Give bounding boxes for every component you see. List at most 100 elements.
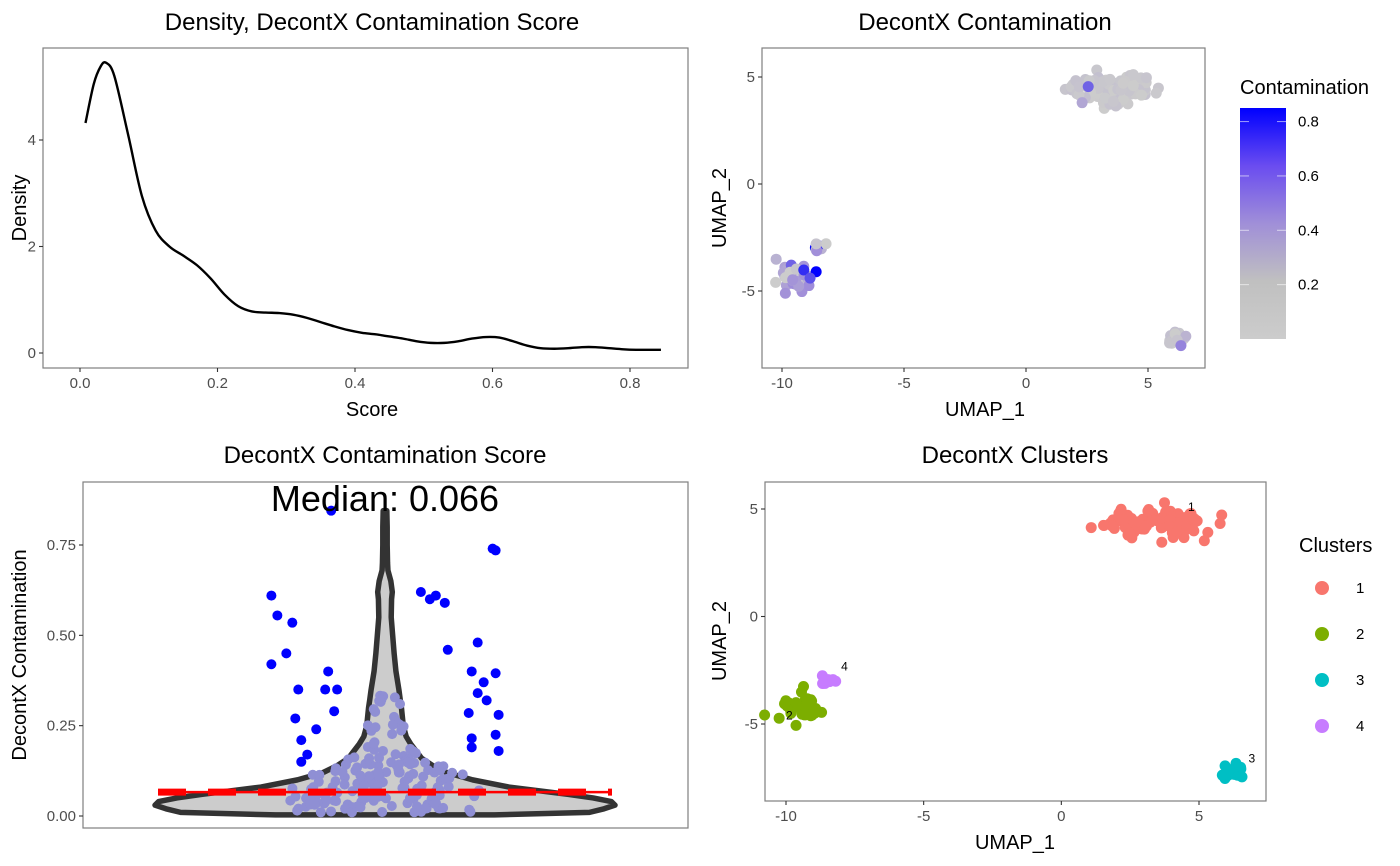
violin-inlier-point — [315, 807, 326, 818]
cluster-2-point — [780, 695, 792, 707]
violin-inlier-point — [375, 696, 386, 707]
cluster-1-point — [1191, 515, 1203, 527]
violin-outlier-point — [281, 648, 292, 659]
cluster-1-point — [1085, 522, 1097, 534]
umap-contamination-x-tick-label: 5 — [1144, 375, 1152, 392]
umap-clusters-y-tick-label: 5 — [750, 501, 758, 518]
violin-outlier-point — [439, 597, 450, 608]
cluster-1-point — [1106, 520, 1118, 532]
colorbar-tick-label: 0.8 — [1298, 114, 1319, 131]
cluster-2-point — [773, 712, 785, 724]
contamination-point — [1140, 72, 1152, 84]
density-x-tick-label: 0.2 — [207, 375, 228, 392]
violin-inlier-point — [387, 729, 398, 740]
violin-inlier-point — [330, 766, 341, 777]
cluster-1-point — [1124, 527, 1136, 539]
cluster-2-point — [799, 709, 811, 721]
violin-outlier-point — [266, 590, 277, 601]
violin-outlier-point — [493, 709, 504, 720]
umap-contamination-panel: DecontX Contamination -10 -5 0 5 -5 0 5 UMAP_1… — [709, 9, 1369, 421]
violin-inlier-point — [355, 770, 366, 781]
violin-outlier-point — [490, 729, 501, 740]
violin-outlier-point — [272, 610, 283, 621]
contamination-point — [1117, 93, 1129, 105]
violin-outlier-point — [329, 706, 340, 717]
violin-inlier-point — [330, 776, 341, 787]
violin-outlier-point — [415, 586, 426, 597]
cluster-1-point — [1158, 497, 1170, 509]
cluster-2-point — [790, 719, 802, 731]
contamination-point — [1107, 95, 1119, 107]
umap-clusters-plot-area — [764, 481, 1267, 802]
violin-inlier-point — [420, 803, 431, 814]
legend-key-cluster-3 — [1315, 673, 1329, 687]
violin-outlier-point — [463, 708, 474, 719]
contamination-point — [1180, 330, 1192, 342]
density-x-tick-label: 0.0 — [70, 375, 91, 392]
cluster-1-point — [1198, 535, 1210, 547]
violin-outlier-point — [466, 733, 477, 744]
contamination-point — [1127, 80, 1139, 92]
cluster-1-point — [1171, 526, 1183, 538]
legend-label-cluster-1: 1 — [1356, 580, 1364, 597]
contamination-point — [1150, 87, 1162, 99]
violin-outlier-point — [481, 695, 492, 706]
violin-title: DecontX Contamination Score — [224, 442, 547, 469]
violin-inlier-point — [457, 769, 468, 780]
umap-contamination-x-tick-label: -5 — [897, 375, 910, 392]
umap-clusters-y-tick-label: -5 — [745, 716, 758, 733]
violin-inlier-point — [433, 761, 444, 772]
density-plot-area — [42, 47, 689, 369]
cluster-1-point — [1098, 519, 1110, 531]
violin-inlier-point — [370, 706, 381, 717]
violin-inlier-point — [355, 802, 366, 813]
contamination-point — [1082, 81, 1094, 93]
violin-y-axis-title: DecontX Contamination — [9, 549, 31, 760]
cluster-4-point — [827, 674, 839, 686]
umap-contamination-y-axis-title: UMAP_2 — [709, 168, 731, 248]
cluster-label: 1 — [1188, 500, 1195, 514]
violin-inlier-point — [405, 759, 416, 770]
umap-contamination-x-tick-label: 0 — [1022, 375, 1030, 392]
violin-outlier-point — [287, 617, 298, 628]
cluster-2-point — [798, 681, 810, 693]
violin-inlier-point — [377, 745, 388, 756]
clusters-legend-title: Clusters — [1299, 535, 1372, 557]
legend-key-cluster-4 — [1315, 719, 1329, 733]
cluster-2-point — [785, 707, 797, 719]
violin-inlier-point — [377, 807, 388, 818]
median-annotation: Median: 0.066 — [271, 478, 499, 519]
colorbar-tick-label: 0.6 — [1298, 168, 1319, 185]
umap-contamination-title: DecontX Contamination — [858, 9, 1111, 36]
contamination-colorbar-legend: Contamination 0.2 0.4 0.6 0.8 — [1240, 77, 1369, 339]
cluster-2-point — [790, 697, 802, 709]
umap-clusters-y-tick-label: 0 — [750, 609, 758, 626]
density-x-axis-title: Score — [346, 399, 398, 421]
cluster-1-point — [1216, 509, 1228, 521]
cluster-1-point — [1214, 518, 1226, 529]
violin-outlier-point — [493, 745, 504, 756]
violin-inlier-point — [373, 769, 384, 780]
violin-outlier-point — [311, 724, 322, 735]
violin-outlier-point — [472, 637, 483, 648]
density-curve — [84, 61, 661, 352]
violin-inlier-point — [343, 754, 354, 765]
violin-inlier-point — [293, 803, 304, 814]
violin-y-tick-label: 0.00 — [47, 808, 76, 825]
contamination-point — [1175, 340, 1187, 352]
colorbar-title: Contamination — [1240, 77, 1369, 99]
violin-outlier-point — [466, 666, 477, 677]
violin-plot-area — [82, 481, 689, 829]
violin-outlier-point — [472, 688, 483, 699]
violin-inlier-point — [410, 748, 421, 759]
density-x-tick-label: 0.6 — [482, 375, 503, 392]
violin-inlier-point — [331, 796, 342, 807]
contamination-point — [779, 287, 791, 299]
violin-inlier-point — [390, 749, 401, 760]
umap-clusters-x-tick-label: 5 — [1195, 808, 1203, 825]
violin-inlier-point — [368, 795, 379, 806]
contamination-point — [770, 276, 782, 288]
umap-contamination-x-tick-label: -10 — [771, 375, 793, 392]
density-x-tick-label: 0.8 — [620, 375, 641, 392]
violin-outlier-point — [466, 742, 477, 753]
